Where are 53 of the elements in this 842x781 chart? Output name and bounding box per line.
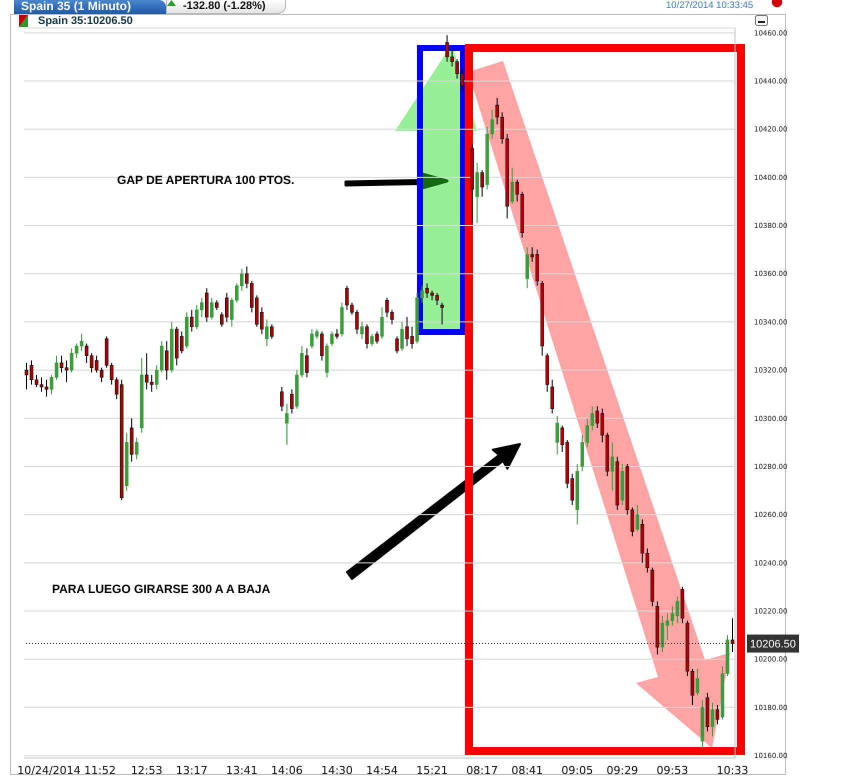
chart-subtitle: Spain 35:10206.50 [38, 15, 133, 28]
candlestick [290, 388, 294, 414]
x-tick-label: 14:54 [366, 764, 398, 777]
candlestick [330, 331, 334, 347]
ref-line-label: 10206.50 [750, 638, 796, 651]
x-tick-label: 12:53 [130, 764, 163, 777]
candlestick [636, 504, 640, 532]
candlestick [215, 300, 219, 310]
x-tick-label: 10/24/2014 11:52 [17, 764, 116, 777]
x-tick-label: 08:17 [466, 764, 498, 777]
x-tick-label: 09:53 [656, 764, 688, 777]
candlestick [365, 324, 369, 349]
annotation: GAP DE APERTURA 100 PTOS. [117, 173, 294, 187]
candlestick [480, 170, 484, 198]
x-tick-label: 13:41 [226, 764, 258, 777]
candlestick [730, 618, 734, 652]
x-tick-label: 15:21 [416, 764, 448, 777]
candlestick [360, 321, 364, 340]
candlestick [710, 702, 714, 737]
candlestick [610, 442, 614, 492]
candlestick [280, 386, 284, 412]
x-tick-label: 09:29 [606, 764, 638, 777]
x-tick-label: 14:06 [271, 764, 303, 777]
x-tick-label: 08:41 [511, 764, 544, 777]
candlestick [270, 324, 274, 340]
candlestick [305, 348, 309, 378]
candlestick [265, 319, 269, 347]
candlestick [335, 328, 339, 340]
x-tick-label: 13:17 [176, 764, 208, 777]
candlestick [190, 309, 194, 332]
candlestick [400, 321, 404, 352]
candlestick [134, 437, 138, 460]
candlestick [510, 167, 514, 204]
candlestick [716, 704, 720, 725]
annotation: PARA LUEGO GIRARSE 300 A A BAJA [52, 582, 270, 596]
candlestick [380, 306, 384, 340]
text: 10/27/2014 10:33:45 [666, 0, 754, 11]
x-tick-label: 09:05 [561, 764, 594, 777]
chart-title: Spain 35 (1 Minuto) [21, 0, 132, 13]
x-tick-label: 14:30 [321, 764, 353, 777]
candlestick [285, 403, 289, 446]
candlestick [370, 333, 374, 347]
x-tick-label: 10:33 [716, 764, 748, 777]
candlestick [320, 331, 324, 361]
candlestick [375, 331, 379, 344]
text: -132.80 (-1.28%) [183, 0, 266, 13]
candlestick [555, 415, 559, 455]
candlestick [164, 340, 168, 380]
candlestick [440, 302, 444, 325]
candlestick [210, 297, 214, 320]
candlestick [550, 379, 554, 414]
candlestick [696, 668, 700, 696]
candlestick [395, 336, 399, 354]
